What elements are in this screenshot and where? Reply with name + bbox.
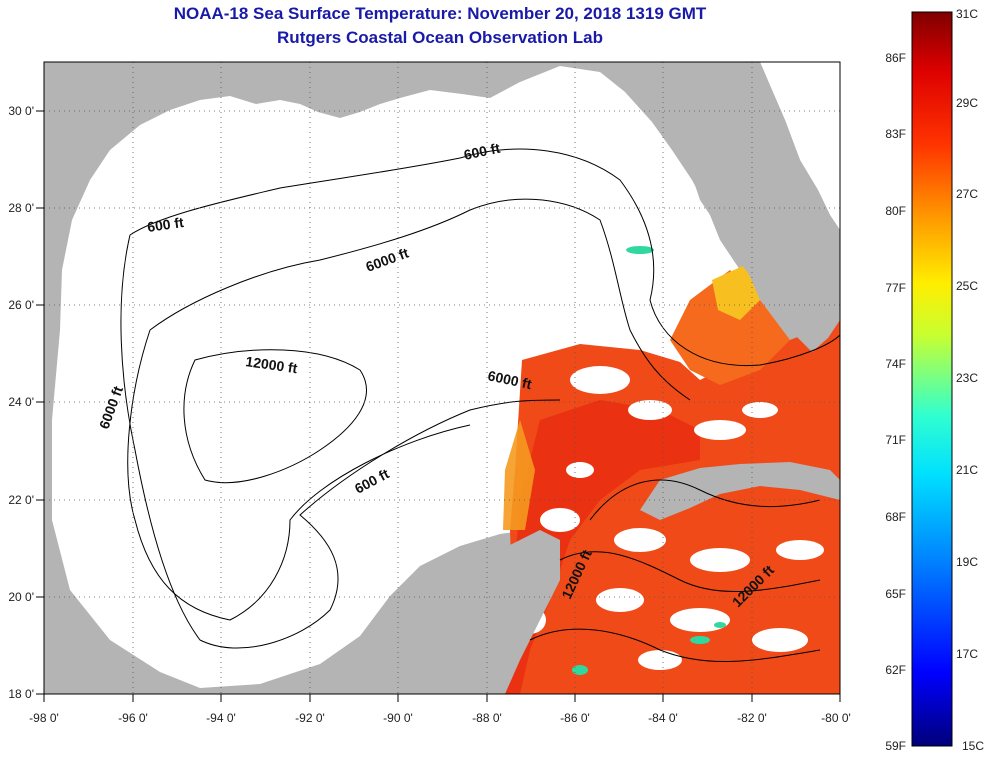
map-frame (43, 61, 841, 695)
lat-axis: 18 0' 20 0' 22 0' 24 0' 26 0' 28 0' 30 0… (8, 104, 34, 701)
map-area: 600 ft 600 ft 600 ft 6000 ft 6000 ft 600… (44, 62, 840, 694)
lon-tick-label: -96 0' (118, 711, 148, 725)
fahrenheit-label: 71F (885, 433, 906, 447)
sst-swath-edge (503, 420, 535, 530)
atlantic-water (760, 62, 840, 230)
fahrenheit-label: 86F (885, 51, 906, 65)
lon-axis: -98 0' -96 0' -94 0' -92 0' -90 0' -88 0… (29, 711, 851, 725)
fahrenheit-label: 59F (885, 739, 906, 753)
lon-tick-label: -98 0' (29, 711, 59, 725)
florida (670, 62, 840, 352)
fahrenheit-label: 83F (885, 127, 906, 141)
fahrenheit-label: 62F (885, 663, 906, 677)
celsius-label: 19C (956, 555, 978, 569)
lon-tick-label: -84 0' (648, 711, 678, 725)
fahrenheit-label: 68F (885, 510, 906, 524)
cuba (640, 462, 840, 520)
cloud-gaps (514, 366, 824, 670)
lat-tick-label: 20 0' (8, 590, 34, 604)
celsius-label: 17C (956, 647, 978, 661)
lat-tick-label: 28 0' (8, 201, 34, 215)
sst-swath-shelf (712, 265, 760, 320)
fahrenheit-label: 65F (885, 587, 906, 601)
colorbar-celsius-labels: 31C 29C 27C 25C 23C 21C 19C 17C 15C (956, 7, 984, 753)
grid (44, 62, 840, 694)
map-subtitle: Rutgers Coastal Ocean Observation Lab (277, 28, 603, 47)
celsius-label: 23C (956, 371, 978, 385)
celsius-label: 29C (956, 96, 978, 110)
fahrenheit-label: 74F (885, 357, 906, 371)
fahrenheit-label: 80F (885, 204, 906, 218)
sst-swath-warm (500, 400, 700, 694)
cool-patches (572, 246, 726, 675)
celsius-label: 27C (956, 187, 978, 201)
lon-tick-label: -94 0' (206, 711, 236, 725)
map-title: NOAA-18 Sea Surface Temperature: Novembe… (173, 4, 707, 23)
axis-ticks (36, 110, 841, 702)
colorbar-fahrenheit-labels: 86F 83F 80F 77F 74F 71F 68F 65F 62F 59F (885, 51, 906, 753)
lat-tick-label: 18 0' (8, 687, 34, 701)
celsius-label: 21C (956, 463, 978, 477)
lat-tick-label: 22 0' (8, 493, 34, 507)
lon-tick-label: -92 0' (295, 711, 325, 725)
yucatan (400, 530, 560, 694)
fahrenheit-label: 77F (885, 281, 906, 295)
celsius-label: 15C (962, 739, 984, 753)
contours (120, 148, 840, 662)
lat-tick-label: 24 0' (8, 395, 34, 409)
colorbar (911, 11, 953, 747)
lon-tick-label: -80 0' (821, 711, 851, 725)
contour-label-600-west: 600 ft (146, 214, 185, 235)
lon-tick-label: -86 0' (560, 711, 590, 725)
gulf-water (52, 66, 840, 688)
contour-label-12000-center: 12000 ft (245, 353, 299, 376)
lat-tick-label: 26 0' (8, 298, 34, 312)
lat-tick-label: 30 0' (8, 104, 34, 118)
lon-tick-label: -90 0' (383, 711, 413, 725)
contour-label-600-east: 600 ft (462, 140, 501, 163)
celsius-label: 25C (956, 279, 978, 293)
lon-tick-label: -88 0' (472, 711, 502, 725)
celsius-label: 31C (956, 7, 978, 21)
lon-tick-label: -82 0' (737, 711, 767, 725)
